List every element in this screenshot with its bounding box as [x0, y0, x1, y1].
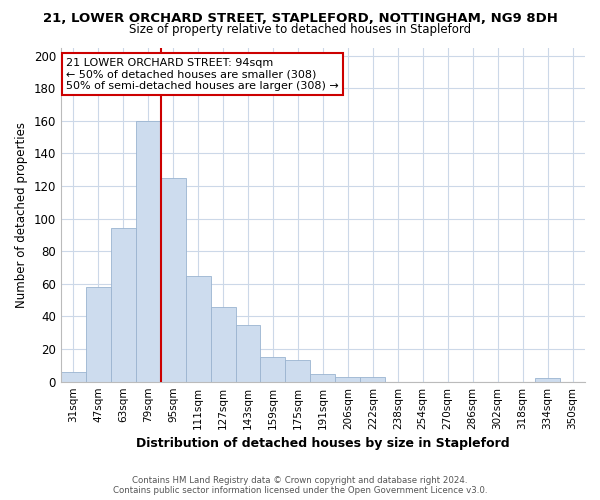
Bar — [236, 324, 260, 382]
Bar — [260, 357, 286, 382]
Text: Contains HM Land Registry data © Crown copyright and database right 2024.
Contai: Contains HM Land Registry data © Crown c… — [113, 476, 487, 495]
Bar — [335, 377, 361, 382]
Bar — [111, 228, 136, 382]
Bar — [61, 372, 86, 382]
Text: Size of property relative to detached houses in Stapleford: Size of property relative to detached ho… — [129, 22, 471, 36]
Bar — [361, 377, 385, 382]
Bar — [86, 287, 111, 382]
Text: 21, LOWER ORCHARD STREET, STAPLEFORD, NOTTINGHAM, NG9 8DH: 21, LOWER ORCHARD STREET, STAPLEFORD, NO… — [43, 12, 557, 26]
X-axis label: Distribution of detached houses by size in Stapleford: Distribution of detached houses by size … — [136, 437, 510, 450]
Bar — [535, 378, 560, 382]
Bar — [185, 276, 211, 382]
Bar — [211, 306, 236, 382]
Bar — [286, 360, 310, 382]
Text: 21 LOWER ORCHARD STREET: 94sqm
← 50% of detached houses are smaller (308)
50% of: 21 LOWER ORCHARD STREET: 94sqm ← 50% of … — [66, 58, 339, 90]
Bar — [310, 374, 335, 382]
Y-axis label: Number of detached properties: Number of detached properties — [15, 122, 28, 308]
Bar — [136, 121, 161, 382]
Bar — [161, 178, 185, 382]
